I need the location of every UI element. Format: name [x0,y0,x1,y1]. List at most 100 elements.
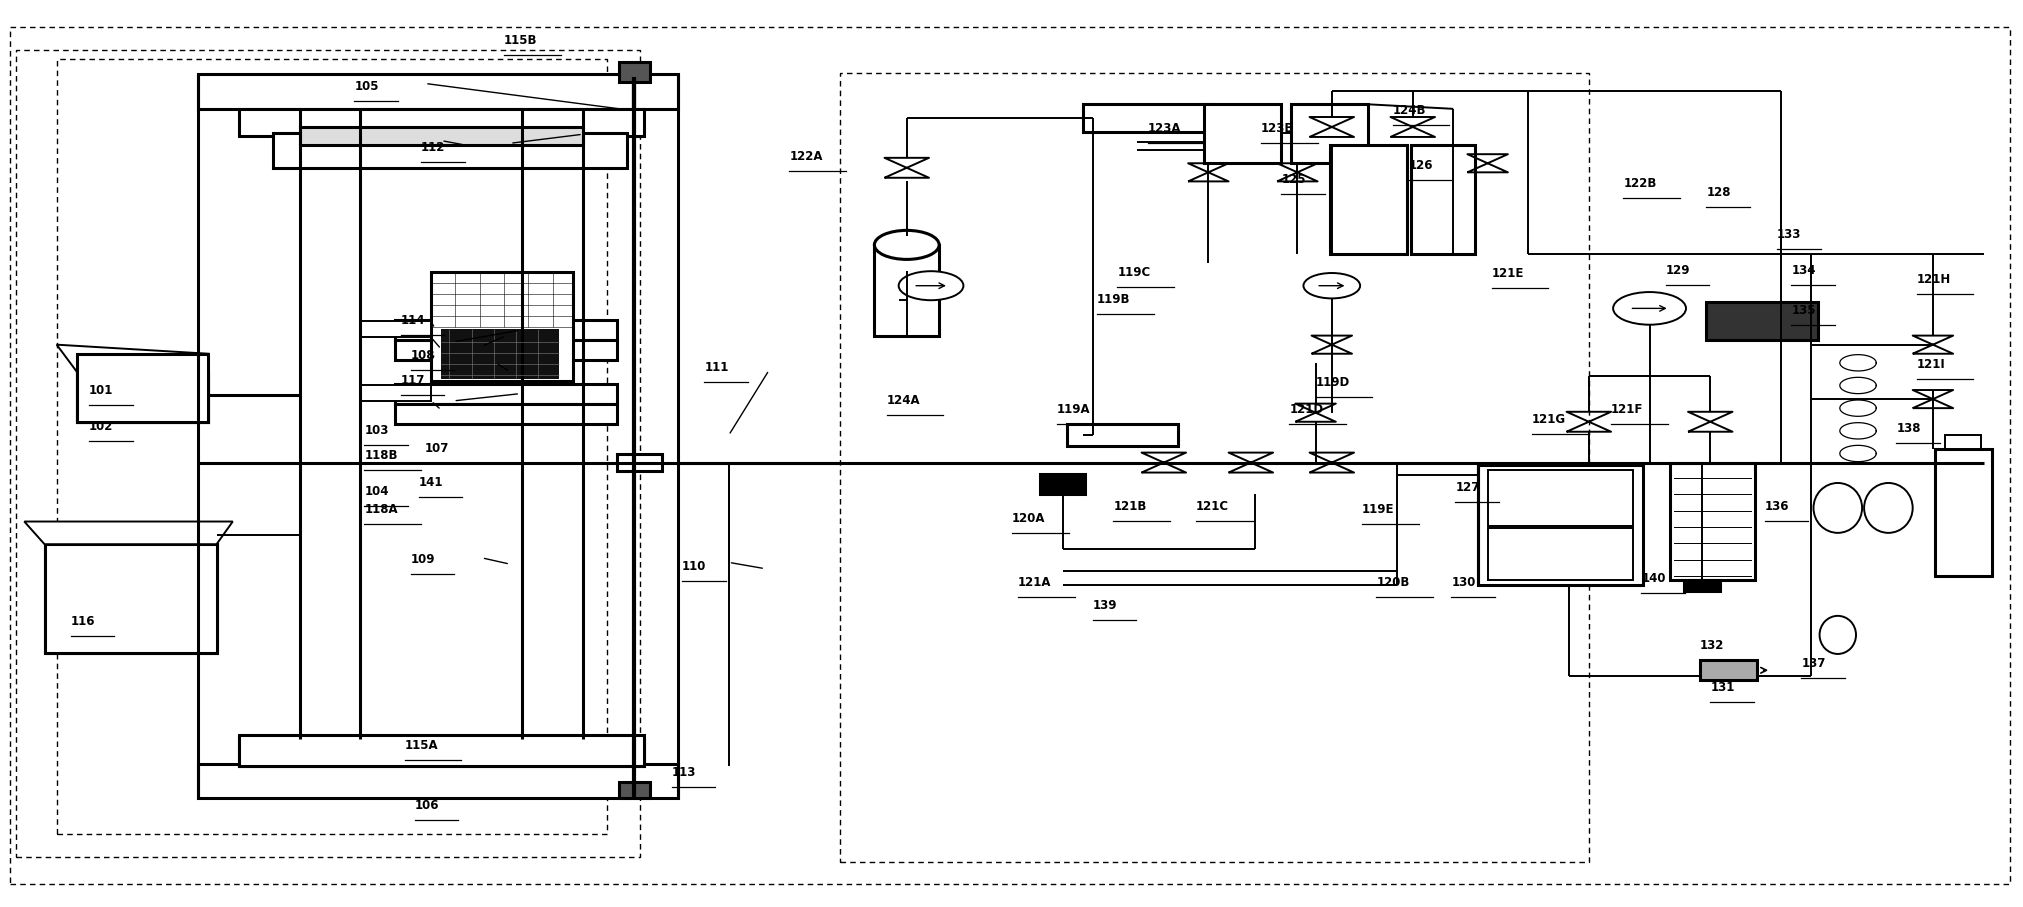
Text: 118A: 118A [364,503,399,516]
Ellipse shape [1819,616,1855,654]
Bar [394,384,617,404]
Circle shape [874,230,939,259]
Text: 135: 135 [1790,304,1815,317]
Bar [840,73,1588,862]
Text: 107: 107 [425,443,449,455]
Text: 115B: 115B [504,34,538,47]
Text: 121A: 121A [1018,576,1052,589]
Text: 134: 134 [1790,264,1815,277]
Text: 122B: 122B [1622,177,1655,190]
Bar [16,50,639,857]
Bar [1040,474,1084,494]
Text: 112: 112 [421,141,445,154]
Bar [1477,465,1521,485]
Polygon shape [77,372,208,422]
Bar [239,739,643,766]
Bar [1410,145,1475,254]
Bar [1066,424,1177,446]
Text: 120A: 120A [1012,512,1046,525]
Bar [619,782,649,798]
Bar [1204,104,1281,163]
Text: 103: 103 [364,424,388,437]
Bar [1944,435,1981,449]
Text: 108: 108 [411,349,435,362]
Text: 139: 139 [1092,600,1117,612]
Text: 121C: 121C [1196,500,1228,512]
Polygon shape [24,522,233,544]
Text: 138: 138 [1896,422,1920,434]
Bar [1487,528,1633,580]
Bar [394,404,617,424]
Bar [394,340,617,360]
Text: 110: 110 [682,561,706,573]
Bar [617,454,662,471]
Bar [239,735,643,766]
Text: 141: 141 [419,476,443,489]
Text: 121F: 121F [1610,404,1643,416]
Text: 137: 137 [1800,658,1825,670]
Text: 131: 131 [1709,681,1734,694]
Bar [1699,660,1756,680]
Bar [57,59,607,834]
Bar [1082,104,1214,132]
Bar [45,544,216,653]
Text: 115A: 115A [405,739,439,752]
Circle shape [1303,273,1359,298]
Text: 104: 104 [364,485,388,498]
Text: 119B: 119B [1096,293,1131,306]
Bar [239,109,643,136]
Text: 113: 113 [672,766,696,779]
Bar [441,329,558,379]
Text: 119C: 119C [1117,266,1149,278]
Text: 127: 127 [1455,482,1479,494]
Circle shape [1612,292,1685,325]
Polygon shape [45,544,216,653]
Text: 129: 129 [1665,264,1689,277]
Text: 120B: 120B [1376,576,1408,589]
Bar [273,133,627,168]
Text: 124A: 124A [886,395,920,407]
Text: 122A: 122A [789,150,823,162]
Text: 121G: 121G [1531,413,1566,425]
Text: 125: 125 [1281,173,1305,186]
Bar [394,320,617,340]
Text: 123B: 123B [1260,122,1293,135]
Bar [299,127,583,145]
Text: 140: 140 [1641,572,1665,585]
Bar [198,764,678,798]
Polygon shape [57,345,208,372]
Text: 102: 102 [89,420,113,433]
Bar [619,62,649,82]
Bar [1329,145,1406,254]
Ellipse shape [1863,483,1912,533]
Text: 114: 114 [401,314,425,327]
Bar [77,354,208,422]
Text: 117: 117 [401,375,425,387]
Bar [431,272,573,381]
Text: 111: 111 [704,361,728,374]
Bar [360,321,431,337]
Circle shape [898,271,963,300]
Text: 121B: 121B [1113,500,1145,512]
Text: 121I: 121I [1916,358,1944,371]
Text: 116: 116 [71,615,95,628]
Bar [1683,580,1720,591]
Bar [1291,104,1368,163]
Bar [198,74,678,109]
Text: 130: 130 [1450,576,1475,589]
Bar [1487,470,1633,526]
Ellipse shape [1813,483,1861,533]
Text: 124B: 124B [1392,104,1426,117]
Bar [1669,463,1754,580]
Bar [1934,449,1991,576]
Text: 106: 106 [415,799,439,812]
Text: 126: 126 [1408,159,1432,171]
Text: 105: 105 [354,80,378,93]
Text: 109: 109 [411,553,435,566]
Text: 133: 133 [1776,228,1800,240]
Text: 132: 132 [1699,639,1724,652]
Text: 121E: 121E [1491,268,1523,280]
Bar [77,372,208,422]
Text: 119D: 119D [1315,376,1349,389]
Bar [1705,302,1817,340]
